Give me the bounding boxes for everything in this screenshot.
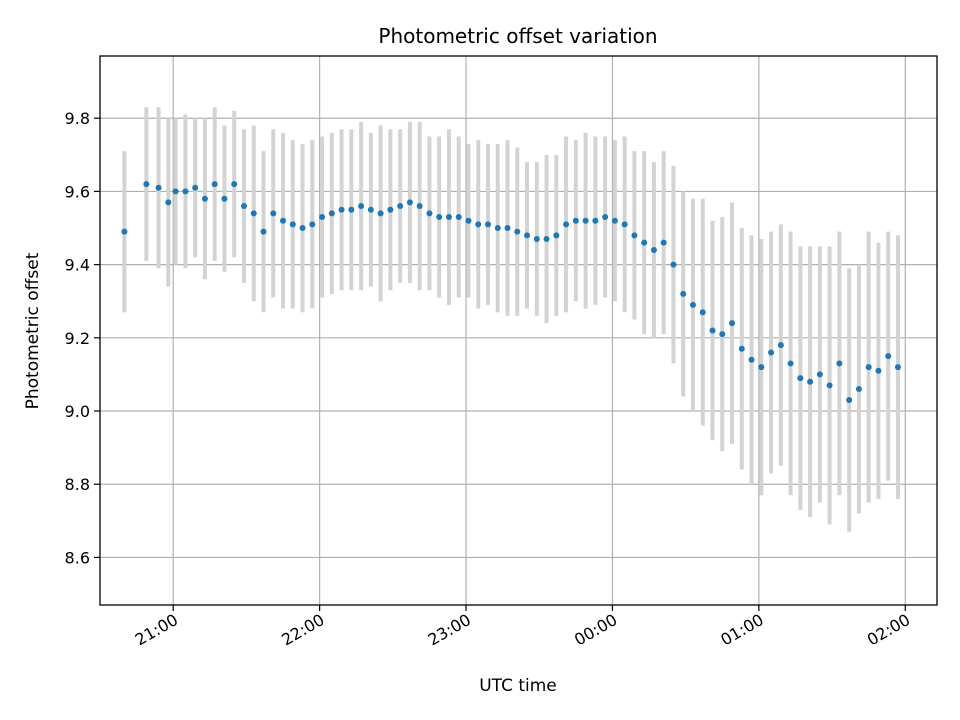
data-point: [299, 225, 306, 232]
y-tick-label: 9.0: [65, 402, 90, 421]
data-point: [846, 397, 853, 404]
data-point: [358, 203, 365, 210]
data-point: [650, 246, 657, 253]
data-point: [406, 199, 413, 206]
data-point: [475, 221, 482, 228]
data-point: [192, 184, 199, 191]
data-point: [807, 378, 814, 385]
data-point: [729, 320, 736, 327]
data-point: [436, 214, 443, 221]
data-point: [670, 261, 677, 268]
data-point: [155, 184, 162, 191]
data-point: [445, 214, 452, 221]
data-point: [758, 364, 765, 371]
data-point: [797, 375, 804, 382]
data-point: [465, 217, 472, 224]
x-axis-label: UTC time: [479, 676, 557, 696]
data-point: [348, 206, 355, 213]
data-point: [885, 353, 892, 360]
data-point: [319, 214, 326, 221]
data-point: [709, 327, 716, 334]
data-point: [563, 221, 570, 228]
data-point: [572, 217, 579, 224]
data-point: [250, 210, 257, 217]
plot-frame: [99, 55, 938, 606]
data-point: [894, 364, 901, 371]
data-point: [338, 206, 345, 213]
data-point: [816, 371, 823, 378]
data-point: [855, 386, 862, 393]
data-point: [504, 225, 511, 232]
data-point: [738, 345, 745, 352]
data-point: [494, 225, 501, 232]
data-point: [289, 221, 296, 228]
y-tick-label: 9.8: [65, 109, 90, 128]
data-point: [582, 217, 589, 224]
y-tick-label: 8.8: [65, 475, 90, 494]
y-tick-label: 9.2: [65, 329, 90, 348]
data-point: [231, 181, 238, 188]
y-axis-label: Photometric offset: [23, 252, 43, 409]
data-point: [121, 228, 128, 235]
y-tick-label: 8.6: [65, 548, 90, 567]
data-point: [699, 309, 706, 316]
data-point: [328, 210, 335, 217]
data-point: [689, 301, 696, 308]
chart-title: Photometric offset variation: [378, 24, 657, 48]
y-tick-label: 9.6: [65, 182, 90, 201]
data-point: [660, 239, 667, 246]
data-point: [543, 236, 550, 242]
data-point: [172, 188, 179, 195]
data-point: [875, 367, 882, 374]
y-tick-label: 9.4: [65, 256, 90, 275]
data-point: [270, 210, 277, 217]
data-point: [367, 206, 374, 213]
data-point: [631, 232, 638, 239]
data-point: [748, 356, 755, 363]
data-point: [777, 342, 784, 349]
data-point: [377, 210, 384, 217]
data-point: [455, 214, 462, 221]
data-point: [602, 214, 609, 221]
data-point: [416, 203, 423, 210]
data-point: [221, 195, 228, 202]
data-point: [611, 217, 618, 224]
data-point: [553, 232, 560, 239]
data-point: [484, 221, 491, 228]
data-point: [533, 236, 540, 242]
point-layer: [121, 181, 901, 404]
data-point: [524, 232, 531, 239]
data-point: [621, 221, 628, 228]
data-point: [260, 228, 267, 235]
data-point: [680, 290, 687, 297]
data-point: [592, 217, 599, 224]
data-point: [836, 360, 843, 367]
data-point: [719, 331, 726, 338]
data-point: [143, 181, 150, 188]
data-point: [426, 210, 433, 217]
data-point: [201, 195, 208, 202]
data-point: [280, 217, 287, 224]
data-point: [787, 360, 794, 367]
data-point: [211, 181, 218, 188]
data-point: [387, 206, 394, 213]
data-point: [865, 364, 872, 371]
data-point: [641, 239, 648, 246]
data-point: [182, 188, 189, 195]
data-point: [826, 382, 833, 389]
data-point: [309, 221, 316, 228]
data-point: [240, 203, 247, 210]
data-point: [165, 199, 172, 206]
data-point: [397, 203, 404, 210]
data-point: [768, 349, 775, 356]
data-point: [514, 228, 521, 235]
